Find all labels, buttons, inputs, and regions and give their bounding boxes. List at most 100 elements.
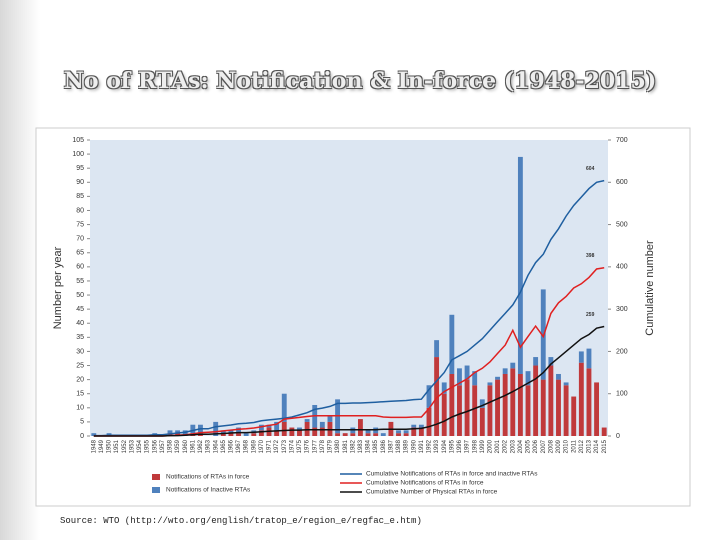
- x-tick-label: 1956: [152, 439, 158, 453]
- bar: [167, 430, 173, 434]
- bar: [281, 393, 287, 422]
- x-tick-label: 1997: [465, 439, 471, 453]
- bar: [586, 348, 592, 369]
- bar: [426, 407, 432, 436]
- y-tick-label: 60: [76, 264, 84, 271]
- x-tick-label: 1963: [206, 439, 212, 453]
- bar: [403, 430, 409, 434]
- bar: [297, 427, 302, 431]
- x-tick-label: 1955: [145, 439, 151, 453]
- legend-label: Cumulative Number of Physical RTAs in fo…: [366, 489, 498, 496]
- x-tick-label: 1986: [381, 439, 387, 453]
- bar: [563, 385, 569, 436]
- bar: [510, 368, 516, 436]
- bar: [533, 365, 539, 436]
- y-axis-label: Number per year: [52, 246, 64, 329]
- x-tick-label: 1965: [221, 439, 227, 453]
- bar: [548, 365, 554, 436]
- slide-title: No of RTAs: Notification & In-force (194…: [63, 68, 657, 94]
- legend-label: Cumulative Notifications of RTAs in forc…: [366, 480, 484, 487]
- x-tick-label: 1968: [244, 439, 250, 453]
- x-tick-label: 1967: [236, 439, 242, 453]
- bar: [517, 373, 523, 436]
- bar: [479, 399, 485, 408]
- bar: [281, 421, 287, 436]
- source-note: Source: WTO (http://wto.org/english/trat…: [60, 516, 422, 526]
- x-tick-label: 2013: [587, 439, 593, 453]
- bar: [487, 382, 493, 386]
- bar: [502, 368, 508, 374]
- x-tick-label: 1960: [183, 439, 189, 453]
- y-tick-label: 80: [76, 207, 84, 214]
- bar: [220, 433, 226, 436]
- bar: [525, 371, 531, 386]
- x-tick-label: 1952: [122, 439, 128, 453]
- x-tick-label: 1973: [282, 439, 288, 453]
- legend-label: Notifications of RTAs in force: [166, 474, 250, 481]
- x-tick-label: 2009: [556, 439, 562, 453]
- x-tick-label: 1974: [289, 439, 295, 453]
- bar: [441, 393, 447, 436]
- x-tick-label: 2000: [488, 439, 494, 453]
- x-tick-label: 1994: [442, 439, 448, 453]
- bar: [449, 373, 455, 436]
- bar: [258, 424, 264, 431]
- y-tick-label: 45: [76, 306, 84, 313]
- x-tick-label: 1981: [343, 439, 349, 453]
- bar: [373, 433, 379, 436]
- bar: [396, 433, 401, 436]
- bar: [434, 357, 440, 436]
- x-tick-label: 2012: [579, 439, 585, 453]
- bar: [556, 379, 561, 436]
- y2-tick-label: 500: [616, 221, 628, 228]
- bar: [350, 433, 356, 436]
- x-tick-label: 2001: [495, 439, 501, 453]
- x-tick-label: 1985: [373, 439, 379, 453]
- bar: [495, 379, 500, 436]
- x-tick-label: 2014: [594, 439, 600, 453]
- bar: [434, 340, 440, 358]
- bar: [441, 382, 447, 394]
- bar: [220, 430, 226, 434]
- y-tick-label: 15: [76, 391, 84, 398]
- x-tick-label: 1962: [198, 439, 204, 453]
- bar: [594, 382, 600, 436]
- x-tick-label: 2004: [518, 439, 524, 453]
- x-tick-label: 1979: [328, 439, 334, 453]
- bar: [540, 379, 546, 436]
- bar: [411, 424, 417, 428]
- bar: [236, 433, 241, 436]
- bar: [274, 421, 280, 431]
- bar: [319, 427, 325, 436]
- x-tick-label: 1951: [114, 439, 120, 453]
- bar: [258, 430, 264, 436]
- x-tick-label: 1988: [396, 439, 402, 453]
- bar: [556, 373, 561, 380]
- bar: [601, 427, 607, 436]
- bar: [578, 362, 584, 436]
- bar: [357, 419, 363, 436]
- bar: [479, 407, 485, 436]
- x-tick-label: 1954: [137, 439, 143, 453]
- bar: [563, 382, 569, 386]
- x-tick-label: 1958: [168, 439, 174, 453]
- bar: [289, 427, 295, 436]
- bar: [533, 357, 539, 366]
- x-tick-label: 1978: [320, 439, 326, 453]
- bar: [297, 430, 302, 436]
- legend-label: Notifications of Inactive RTAs: [166, 487, 251, 494]
- x-tick-label: 2006: [533, 439, 539, 453]
- bar: [464, 379, 470, 436]
- x-tick-label: 1980: [335, 439, 341, 453]
- y-tick-label: 65: [76, 250, 84, 257]
- y-tick-label: 85: [76, 193, 84, 200]
- x-tick-label: 1982: [350, 439, 356, 453]
- x-tick-label: 2002: [503, 439, 509, 453]
- y2-tick-label: 0: [616, 433, 620, 440]
- y-tick-label: 100: [72, 151, 84, 158]
- bar: [365, 433, 371, 436]
- bar: [457, 368, 462, 386]
- y-tick-label: 20: [76, 376, 84, 383]
- bar: [411, 427, 417, 436]
- bar: [396, 430, 401, 434]
